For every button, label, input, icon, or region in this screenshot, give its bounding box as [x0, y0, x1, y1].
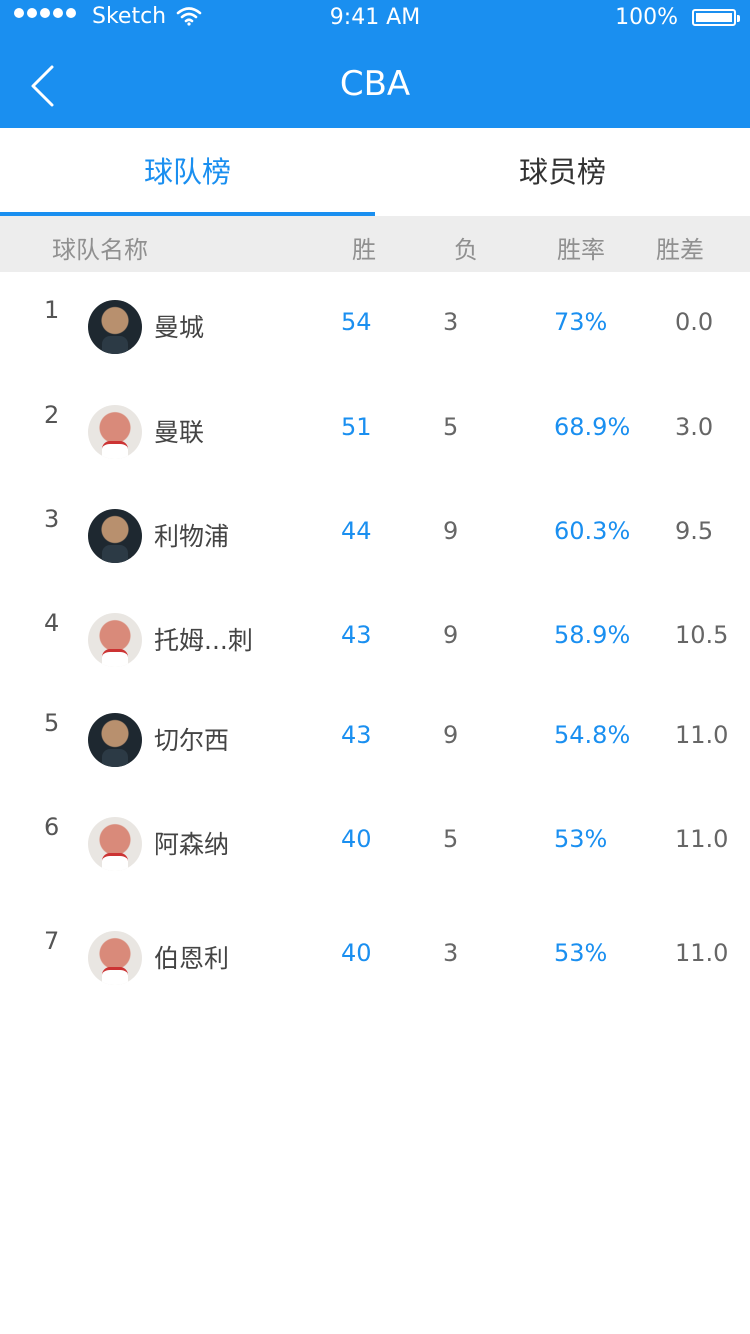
games-behind: 11.0: [675, 939, 729, 967]
win-rate: 73%: [554, 308, 608, 336]
games-behind: 3.0: [675, 413, 714, 441]
win-rate: 53%: [554, 939, 608, 967]
tab-team-ranking[interactable]: 球队榜: [143, 155, 231, 189]
wins: 40: [341, 939, 372, 967]
rank: 5: [44, 709, 60, 737]
header-losses: 负: [454, 236, 478, 264]
avatar: [88, 405, 142, 459]
team-name: 伯恩利: [154, 944, 230, 973]
rank: 1: [44, 296, 60, 324]
losses: 9: [443, 621, 459, 649]
win-rate: 54.8%: [554, 721, 631, 749]
wins: 44: [341, 517, 372, 545]
tab-player-ranking[interactable]: 球员榜: [518, 155, 606, 189]
losses: 3: [443, 308, 459, 336]
avatar: [88, 817, 142, 871]
games-behind: 10.5: [675, 621, 729, 649]
top-bar: Sketch 9:41 AM 100% CBA: [0, 0, 750, 128]
header-win-rate: 胜率: [557, 236, 605, 264]
table-row[interactable]: 7 伯恩利 40 3 53% 11.0: [0, 927, 750, 1031]
team-name: 阿森纳: [154, 830, 230, 859]
team-name: 切尔西: [154, 726, 230, 755]
rank: 4: [44, 609, 60, 637]
wins: 51: [341, 413, 372, 441]
table-row[interactable]: 1 曼城 54 3 73% 0.0: [0, 296, 750, 400]
games-behind: 0.0: [675, 308, 714, 336]
rank: 6: [44, 813, 60, 841]
page-title: CBA: [339, 64, 411, 104]
table-row[interactable]: 6 阿森纳 40 5 53% 11.0: [0, 813, 750, 917]
avatar: [88, 509, 142, 563]
battery-percent: 100%: [615, 5, 678, 30]
wifi-icon: [176, 7, 202, 26]
chevron-left-icon[interactable]: [28, 64, 58, 108]
header-team: 球队名称: [52, 236, 148, 264]
team-name: 曼城: [154, 313, 205, 342]
avatar: [88, 613, 142, 667]
table-row[interactable]: 4 托姆...刺 43 9 58.9% 10.5: [0, 609, 750, 713]
win-rate: 53%: [554, 825, 608, 853]
wins: 43: [341, 721, 372, 749]
header-games-behind: 胜差: [656, 236, 704, 264]
avatar: [88, 931, 142, 985]
battery-icon: [692, 9, 740, 26]
games-behind: 9.5: [675, 517, 714, 545]
header-wins: 胜: [352, 236, 376, 264]
wins: 43: [341, 621, 372, 649]
wins: 54: [341, 308, 372, 336]
win-rate: 58.9%: [554, 621, 631, 649]
win-rate: 68.9%: [554, 413, 631, 441]
rank: 2: [44, 401, 60, 429]
losses: 3: [443, 939, 459, 967]
signal-strength-icon: [14, 8, 76, 18]
avatar: [88, 300, 142, 354]
table-row[interactable]: 2 曼联 51 5 68.9% 3.0: [0, 401, 750, 505]
avatar: [88, 713, 142, 767]
losses: 5: [443, 413, 459, 441]
status-time: 9:41 AM: [329, 5, 421, 30]
team-name: 利物浦: [154, 522, 230, 551]
losses: 9: [443, 721, 459, 749]
carrier-name: Sketch: [92, 4, 167, 29]
team-name: 托姆...刺: [154, 626, 253, 655]
standings-list: 1 曼城 54 3 73% 0.0 2 曼联 51 5 68.9% 3.0 3 …: [0, 272, 750, 1334]
rank: 7: [44, 927, 60, 955]
games-behind: 11.0: [675, 825, 729, 853]
wins: 40: [341, 825, 372, 853]
win-rate: 60.3%: [554, 517, 631, 545]
table-row[interactable]: 5 切尔西 43 9 54.8% 11.0: [0, 709, 750, 813]
rank: 3: [44, 505, 60, 533]
status-bar: Sketch 9:41 AM 100%: [0, 0, 750, 36]
table-row[interactable]: 3 利物浦 44 9 60.3% 9.5: [0, 505, 750, 609]
tab-bar: 球队榜 球员榜: [0, 128, 750, 216]
team-name: 曼联: [154, 418, 205, 447]
active-tab-indicator: [0, 212, 375, 216]
games-behind: 11.0: [675, 721, 729, 749]
losses: 9: [443, 517, 459, 545]
losses: 5: [443, 825, 459, 853]
table-header: 球队名称 胜 负 胜率 胜差: [0, 216, 750, 272]
